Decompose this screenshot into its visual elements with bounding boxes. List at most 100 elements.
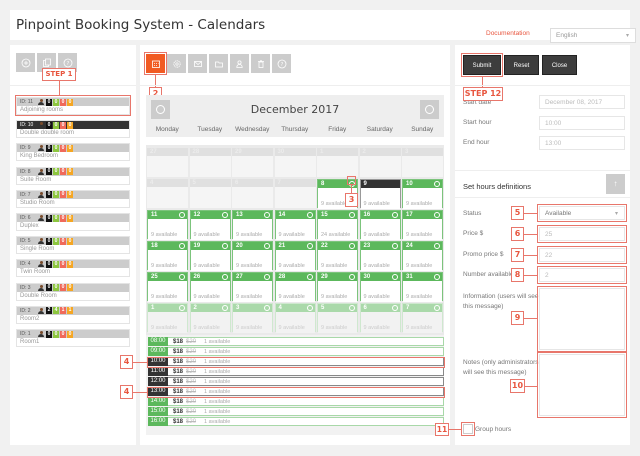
calendar-day[interactable]: 4 9 available bbox=[274, 303, 316, 333]
documentation-link[interactable]: Documentation bbox=[486, 30, 530, 37]
calendar-day[interactable]: 27 9 available bbox=[232, 272, 273, 302]
calendar-day[interactable]: 28 9 available bbox=[274, 272, 316, 302]
add-calendar-button[interactable] bbox=[16, 53, 35, 72]
calendar-day[interactable]: 2 9 available bbox=[189, 303, 231, 333]
hour-row[interactable]: 12:00 $18 $20 1 available bbox=[148, 377, 444, 386]
calendar-day[interactable]: 3 9 available bbox=[232, 303, 273, 333]
settings-button[interactable] bbox=[167, 54, 186, 73]
calendar-day[interactable]: 10 9 available bbox=[402, 179, 443, 209]
calendar-day[interactable]: 29 9 available bbox=[317, 272, 358, 302]
calendar-day[interactable]: 9 9 available bbox=[359, 179, 401, 209]
price-field[interactable]: 25 bbox=[539, 227, 625, 241]
clock-icon[interactable] bbox=[391, 305, 398, 311]
users-button[interactable] bbox=[230, 54, 249, 73]
clock-icon[interactable] bbox=[264, 274, 270, 280]
notes-textarea[interactable] bbox=[539, 354, 625, 416]
calendar-day[interactable]: 31 9 available bbox=[402, 272, 443, 302]
clock-icon[interactable] bbox=[391, 243, 398, 249]
duplicate-calendar-button[interactable] bbox=[37, 53, 56, 72]
reset-button[interactable]: Reset bbox=[504, 55, 539, 75]
calendar-day[interactable]: 17 9 available bbox=[402, 210, 443, 240]
hour-row[interactable]: 14:00 $18 $20 1 available bbox=[148, 397, 444, 406]
calendar-day[interactable]: 19 9 available bbox=[189, 241, 231, 271]
clock-icon[interactable] bbox=[306, 305, 313, 311]
clock-icon[interactable] bbox=[179, 305, 185, 311]
hour-row[interactable]: 09:00 $18 $20 1 available bbox=[148, 347, 444, 356]
clock-icon[interactable] bbox=[179, 243, 185, 249]
calendar-day[interactable]: 7 9 available bbox=[402, 303, 443, 333]
clock-icon[interactable] bbox=[349, 212, 355, 218]
submit-button[interactable]: Submit bbox=[463, 55, 501, 75]
group-hours-checkbox[interactable] bbox=[463, 424, 473, 434]
clock-icon[interactable] bbox=[306, 274, 313, 280]
previous-month-button[interactable] bbox=[151, 100, 170, 119]
help-button[interactable]: ? bbox=[58, 53, 77, 72]
calendar-day[interactable]: 5 9 available bbox=[317, 303, 358, 333]
start-hour-field[interactable]: 10:00 bbox=[539, 116, 625, 130]
calendar-day[interactable]: 1 9 available bbox=[147, 303, 188, 333]
calendar-button[interactable] bbox=[146, 54, 165, 73]
hour-row[interactable]: 15:00 $18 $20 1 available bbox=[148, 407, 444, 416]
clock-icon[interactable] bbox=[221, 212, 228, 218]
next-month-button[interactable] bbox=[420, 100, 439, 119]
clock-icon[interactable] bbox=[264, 305, 270, 311]
calendar-day[interactable]: 21 9 available bbox=[274, 241, 316, 271]
calendar-day[interactable]: 20 9 available bbox=[232, 241, 273, 271]
calendar-day[interactable]: 12 9 available bbox=[189, 210, 231, 240]
clock-icon[interactable] bbox=[349, 305, 355, 311]
information-textarea[interactable] bbox=[539, 288, 625, 350]
clock-icon[interactable] bbox=[349, 274, 355, 280]
clock-icon[interactable] bbox=[434, 181, 440, 187]
calendar-day[interactable]: 22 9 available bbox=[317, 241, 358, 271]
calendar-day[interactable]: 15 24 available bbox=[317, 210, 358, 240]
calendar-day[interactable]: 13 9 available bbox=[232, 210, 273, 240]
calendar-day[interactable]: 16 9 available bbox=[359, 210, 401, 240]
language-select[interactable]: English ▾ bbox=[550, 28, 636, 43]
calendar-day[interactable]: 18 9 available bbox=[147, 241, 188, 271]
hour-row[interactable]: 08:00 $18 $20 1 available bbox=[148, 337, 444, 346]
clock-icon[interactable] bbox=[434, 212, 440, 218]
clock-icon[interactable] bbox=[221, 243, 228, 249]
clock-icon[interactable] bbox=[391, 212, 398, 218]
clock-icon[interactable] bbox=[264, 212, 270, 218]
clock-icon[interactable] bbox=[434, 243, 440, 249]
clock-icon[interactable] bbox=[391, 274, 398, 280]
end-hour-field[interactable]: 13:00 bbox=[539, 136, 625, 150]
collapse-button[interactable]: ↑ bbox=[606, 174, 625, 194]
clock-icon[interactable] bbox=[221, 305, 228, 311]
clock-icon[interactable] bbox=[434, 305, 440, 311]
calendar-day[interactable]: 25 9 available bbox=[147, 272, 188, 302]
calendar-day[interactable]: 6 9 available bbox=[359, 303, 401, 333]
calendar-day[interactable]: 23 9 available bbox=[359, 241, 401, 271]
promo-price-field[interactable]: 22 bbox=[539, 248, 625, 262]
clock-icon[interactable] bbox=[221, 274, 228, 280]
calendar-day[interactable]: 30 9 available bbox=[359, 272, 401, 302]
hour-row[interactable]: 11:00 $18 $20 1 available bbox=[148, 367, 444, 376]
clock-icon[interactable] bbox=[434, 274, 440, 280]
help-button[interactable]: ? bbox=[272, 54, 291, 73]
start-date-field[interactable]: December 08, 2017 bbox=[539, 95, 625, 109]
clock-icon[interactable] bbox=[179, 212, 185, 218]
number-available-field[interactable]: 2 bbox=[539, 268, 625, 282]
calendar-day[interactable]: 24 9 available bbox=[402, 241, 443, 271]
clock-icon[interactable] bbox=[306, 243, 313, 249]
close-button[interactable]: Close bbox=[542, 55, 577, 75]
clock-icon[interactable] bbox=[306, 212, 313, 218]
notifications-button[interactable] bbox=[188, 54, 207, 73]
calendar-day[interactable]: 14 9 available bbox=[274, 210, 316, 240]
clock-icon[interactable] bbox=[264, 243, 270, 249]
delete-button[interactable] bbox=[251, 54, 270, 73]
calendar-day[interactable]: 11 9 available bbox=[147, 210, 188, 240]
clock-icon[interactable] bbox=[179, 274, 185, 280]
